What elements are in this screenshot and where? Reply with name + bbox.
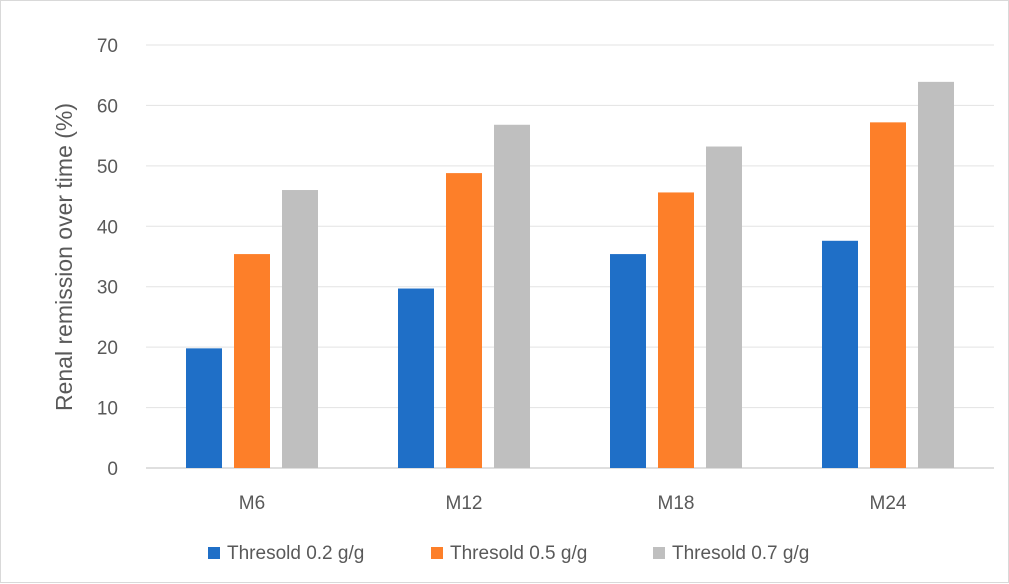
- y-tick-label: 30: [97, 278, 118, 299]
- legend: Thresold 0.2 g/g Thresold 0.5 g/g Thresold…: [208, 543, 809, 564]
- bar-m12-series-1: [398, 288, 434, 468]
- bar-m6-series-2: [234, 254, 270, 468]
- legend-entry: Thresold 0.7 g/g: [672, 543, 809, 564]
- bar-m6-series-3: [282, 190, 318, 468]
- x-tick-label: M24: [870, 493, 907, 514]
- x-tick-labels: M6 M12 M18 M24: [239, 493, 907, 514]
- y-tick-label: 10: [97, 399, 118, 420]
- legend-entry: Thresold 0.5 g/g: [450, 543, 587, 564]
- y-tick-label: 60: [97, 96, 118, 117]
- bar-m24-series-2: [870, 122, 906, 468]
- legend-swatch: [431, 547, 443, 559]
- y-tick-label: 40: [97, 217, 118, 238]
- bar-m18-series-3: [706, 146, 742, 468]
- y-tick-labels: 0 10 20 30 40 50 60 70: [97, 36, 118, 480]
- legend-entry: Thresold 0.2 g/g: [227, 543, 364, 564]
- gridlines: [146, 44, 994, 469]
- x-tick-label: M12: [446, 493, 483, 514]
- y-tick-label: 70: [97, 36, 118, 57]
- bar-m18-series-1: [610, 254, 646, 468]
- bar-m12-series-2: [446, 173, 482, 468]
- x-tick-label: M6: [239, 493, 265, 514]
- x-tick-label: M18: [658, 493, 695, 514]
- legend-swatch: [653, 547, 665, 559]
- bar-m18-series-2: [658, 192, 694, 468]
- y-axis-label: Renal remission over time (%): [51, 103, 77, 411]
- bar-m24-series-3: [918, 81, 954, 469]
- legend-swatch: [208, 547, 220, 559]
- bar-m24-series-1: [822, 240, 858, 468]
- bar-m12-series-3: [494, 124, 530, 468]
- bars: [186, 81, 954, 469]
- y-tick-label: 50: [97, 157, 118, 178]
- y-tick-label: 20: [97, 338, 118, 359]
- y-tick-label: 0: [107, 459, 118, 480]
- bar-m6-series-1: [186, 348, 222, 468]
